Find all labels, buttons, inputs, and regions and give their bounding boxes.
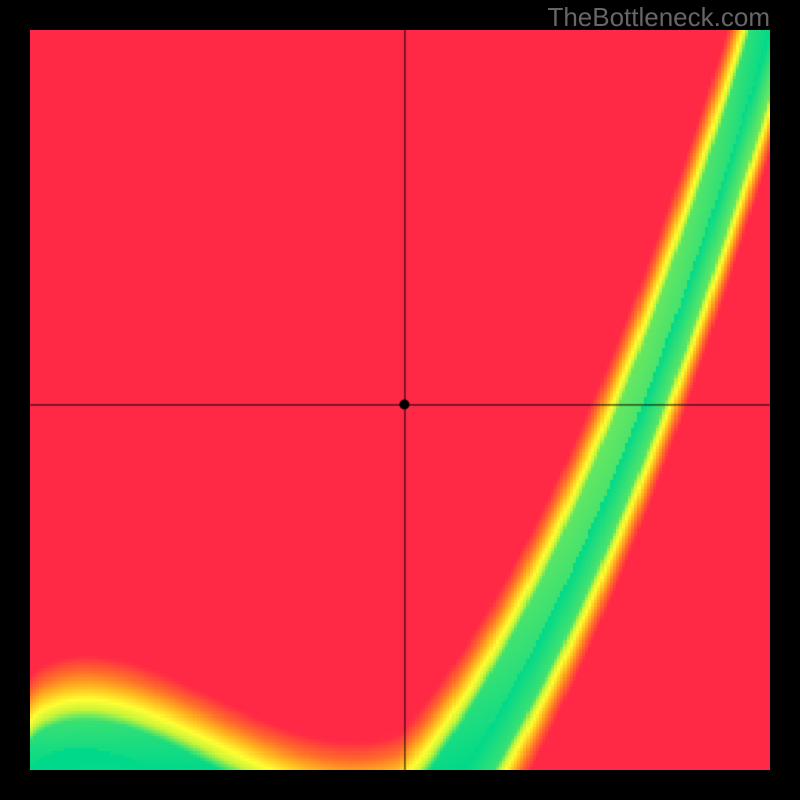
chart-container: TheBottleneck.com <box>0 0 800 800</box>
bottleneck-heatmap <box>30 30 770 770</box>
watermark-text: TheBottleneck.com <box>547 2 770 33</box>
